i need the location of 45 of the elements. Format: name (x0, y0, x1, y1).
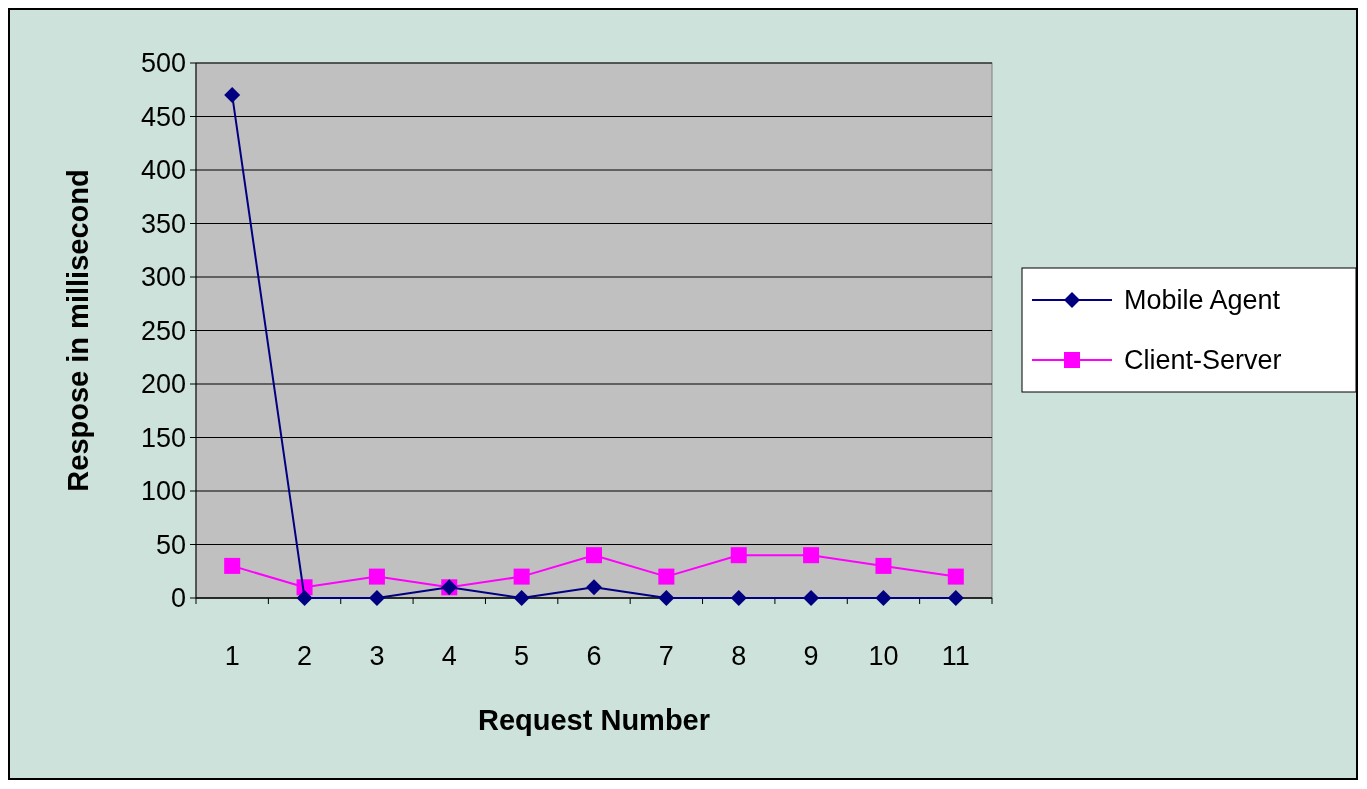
x-axis-title: Request Number (477, 704, 711, 736)
y-tick-label: 50 (155, 529, 186, 560)
y-axis-title: Respose in millisecond (62, 169, 94, 492)
point (875, 557, 892, 574)
x-tick-label: 8 (731, 641, 747, 671)
y-tick-label: 450 (140, 101, 186, 132)
x-tick-label: 5 (514, 641, 530, 671)
x-tick-label: 4 (441, 641, 457, 671)
point (803, 590, 820, 606)
x-tick-label: 11 (941, 641, 970, 671)
point (513, 590, 530, 606)
legend-label: Client-Server (1124, 345, 1282, 376)
point (586, 579, 602, 596)
y-tick-label: 0 (170, 583, 186, 614)
point (586, 547, 602, 564)
x-tick-label: 6 (586, 641, 602, 671)
point (224, 87, 241, 104)
point (296, 590, 313, 606)
y-tick-label: 150 (140, 422, 186, 453)
y-tick-label: 400 (140, 155, 186, 186)
y-tick-label: 350 (140, 208, 186, 239)
x-tick-label: 10 (868, 641, 899, 671)
y-tick-label: 100 (140, 476, 186, 507)
point (803, 547, 820, 564)
point (368, 590, 385, 606)
point (658, 590, 675, 606)
y-tick-label: 250 (140, 315, 186, 346)
x-tick-label: 9 (803, 641, 819, 671)
x-tick-label: 7 (658, 641, 674, 671)
y-tick-label: 300 (140, 262, 186, 293)
y-tick-label: 500 (140, 48, 186, 79)
point (513, 568, 530, 585)
y-tick-label: 200 (140, 369, 186, 400)
point (224, 557, 241, 574)
legend-label: Mobile Agent (1124, 285, 1281, 316)
point (875, 590, 892, 606)
x-tick-label: 2 (297, 641, 313, 671)
point (947, 590, 964, 606)
point (730, 590, 747, 606)
point (730, 547, 747, 564)
point (947, 568, 964, 585)
point (368, 568, 385, 585)
point (658, 568, 675, 585)
x-tick-label: 1 (224, 641, 240, 671)
x-tick-label: 3 (369, 641, 385, 671)
